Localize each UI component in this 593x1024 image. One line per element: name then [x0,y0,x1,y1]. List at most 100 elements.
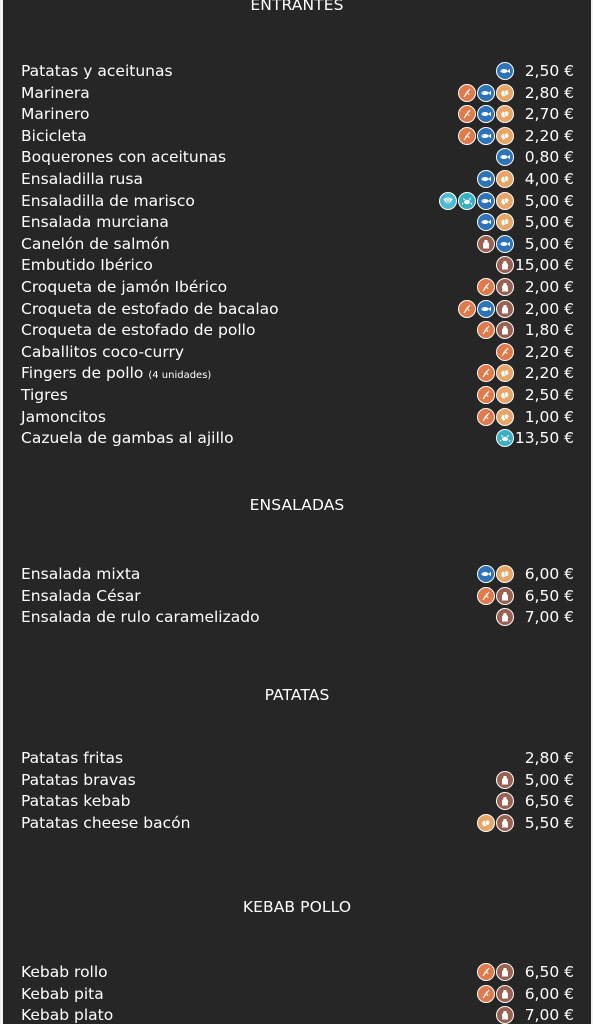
allergen-icons [477,565,514,585]
item-name: Patatas kebab [21,791,130,813]
item-name-text: Canelón de salmón [21,234,170,253]
fish-icon [496,62,514,80]
section-title: KEBAB POLLO [242,898,352,916]
menu-item: Caballitos coco-curry 2,20 € [3,342,591,364]
menu-item: Kebab pita 6,00 € [3,984,591,1006]
item-name-text: Ensalada mixta [21,565,141,583]
item-name: Kebab rollo [21,962,108,984]
milk-jug-icon [496,984,514,1003]
item-name: Croqueta de jamón Ibérico [21,277,227,299]
item-price: 4,00 € [524,170,574,188]
egg-icon [496,83,514,102]
wheat-icon [477,321,495,340]
egg-icon [477,813,495,832]
menu-item: Ensalada César 6,50 € [3,586,591,608]
item-price: 7,00 € [524,608,574,627]
egg-icon [496,191,514,210]
wheat-icon [477,364,495,383]
item-price: 2,50 € [524,62,574,80]
item-price: 5,00 € [524,191,574,210]
milk-jug-icon [477,234,495,253]
item-name: Ensalada murciana [21,212,169,234]
fish-icon [477,213,495,232]
milk-jug-icon [496,813,514,832]
item-name-text: Marinera [21,83,90,102]
item-name: Croqueta de estofado de pollo [21,320,255,342]
fish-icon [477,170,495,188]
menu-item: Canelón de salmón 5,00 € [3,234,591,256]
item-price: 5,00 € [524,770,574,789]
item-name-text: Croqueta de jamón Ibérico [21,278,228,296]
allergen-icons [477,586,514,607]
item-name-text: Embutido Ibérico [21,256,153,275]
item-name: Jamoncitos [21,407,106,429]
item-name: Patatas cheese bacón [21,813,190,835]
egg-icon [496,105,514,124]
egg-icon [496,565,514,583]
item-price: 5,50 € [524,813,574,832]
item-name-text: Patatas kebab [21,792,131,811]
milk-jug-icon [496,299,514,318]
milk-jug-icon [496,256,514,275]
allergen-icons [477,407,514,428]
wheat-icon [477,586,495,605]
item-name-text: Ensalada murciana [21,213,169,232]
item-name-text: Patatas fritas [21,749,124,767]
crab-icon [496,429,514,448]
fish-icon [477,105,495,124]
item-name: Fingers de pollo (4 unidades) [21,363,211,387]
allergen-icons [496,148,514,168]
item-name: Ensaladilla de marisco [21,191,195,213]
section-title: PATATAS [264,686,330,704]
item-price: 2,80 € [524,83,574,102]
allergen-icons [496,608,514,628]
allergen-icons [477,234,514,255]
item-name-text: Fingers de pollo [21,364,144,383]
item-name-text: Tigres [21,386,68,404]
allergen-icons [477,278,514,298]
egg-icon [496,126,514,145]
item-price: 5,00 € [524,234,574,253]
milk-jug-icon [496,278,514,296]
item-name-text: Ensalada César [21,586,141,605]
item-name: Canelón de salmón [21,234,170,256]
item-price: 5,00 € [524,213,574,232]
fish-icon [477,191,495,210]
item-price: 2,70 € [524,105,574,124]
menu-item: Patatas bravas 5,00 € [3,770,591,792]
fish-icon [477,83,495,102]
menu-item: Patatas y aceitunas 2,50 € [3,61,591,83]
item-name-text: Marinero [21,105,90,124]
allergen-icons [477,321,514,341]
menu-item: Ensalada murciana 5,00 € [3,212,591,234]
wheat-icon [477,984,495,1003]
allergen-icons [477,213,514,233]
item-name-text: Patatas y aceitunas [21,62,173,80]
menu-item: Bicicleta 2,20 € [3,126,591,148]
wheat-icon [477,386,495,404]
item-price: 2,00 € [524,278,574,296]
item-price: 6,50 € [524,586,574,605]
item-name-text: Caballitos coco-curry [21,342,185,361]
menu-item: Croqueta de estofado de bacalao 2,00 € [3,299,591,321]
menu-item: Ensalada de rulo caramelizado 7,00 € [3,607,591,629]
menu-item: Ensalada mixta 6,00 € [3,564,591,586]
item-price: 2,20 € [524,342,574,361]
allergen-icons [496,342,514,363]
menu-item: Patatas kebab 6,50 € [3,791,591,813]
egg-icon [496,170,514,188]
item-name: Bicicleta [21,126,87,148]
menu-item: Croqueta de estofado de pollo 1,80 € [3,320,591,342]
item-name: Kebab pita [21,984,104,1006]
item-name-text: Kebab pita [21,984,104,1003]
wheat-icon [477,407,495,426]
item-price: 2,20 € [524,126,574,145]
item-price: 13,50 € [514,429,574,448]
allergen-icons [477,386,514,406]
item-name: Kebab plato [21,1005,113,1024]
item-name-text: Boquerones con aceitunas [21,148,227,167]
allergen-icons [477,813,514,834]
item-name-text: Jamoncitos [21,407,106,426]
item-name: Patatas bravas [21,770,136,792]
item-price: 6,50 € [524,792,574,811]
